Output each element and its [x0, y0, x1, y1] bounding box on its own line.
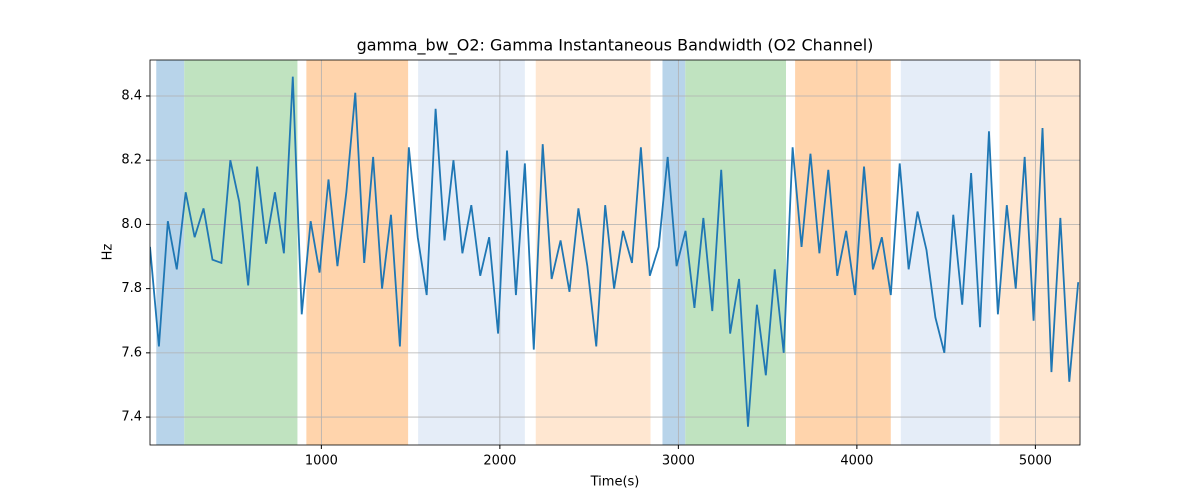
x-tick-label: 5000	[1019, 454, 1052, 469]
chart-title: gamma_bw_O2: Gamma Instantaneous Bandwid…	[357, 36, 874, 56]
y-tick-label: 8.0	[121, 217, 142, 232]
y-axis-label: Hz	[101, 244, 116, 261]
x-tick-label: 3000	[662, 454, 695, 469]
x-tick-label: 2000	[483, 454, 516, 469]
plot-frame	[149, 59, 1081, 446]
shaded-span	[418, 60, 525, 445]
data-line	[150, 76, 1080, 427]
shaded-span	[535, 60, 651, 445]
shaded-span	[685, 60, 787, 445]
y-tick-label: 7.6	[121, 345, 142, 360]
shaded-span	[184, 60, 298, 445]
shaded-span	[662, 60, 686, 445]
shaded-span	[795, 60, 891, 445]
y-tick-label: 8.4	[121, 88, 142, 103]
shaded-span	[999, 60, 1080, 445]
x-tick-label: 4000	[840, 454, 873, 469]
x-tick-label: 1000	[305, 454, 338, 469]
shaded-span	[900, 60, 991, 445]
shaded-span	[156, 60, 185, 445]
x-axis-label: Time(s)	[590, 475, 640, 490]
y-tick-label: 8.2	[121, 153, 142, 168]
y-tick-label: 7.8	[121, 281, 142, 296]
y-tick-label: 7.4	[121, 410, 142, 425]
